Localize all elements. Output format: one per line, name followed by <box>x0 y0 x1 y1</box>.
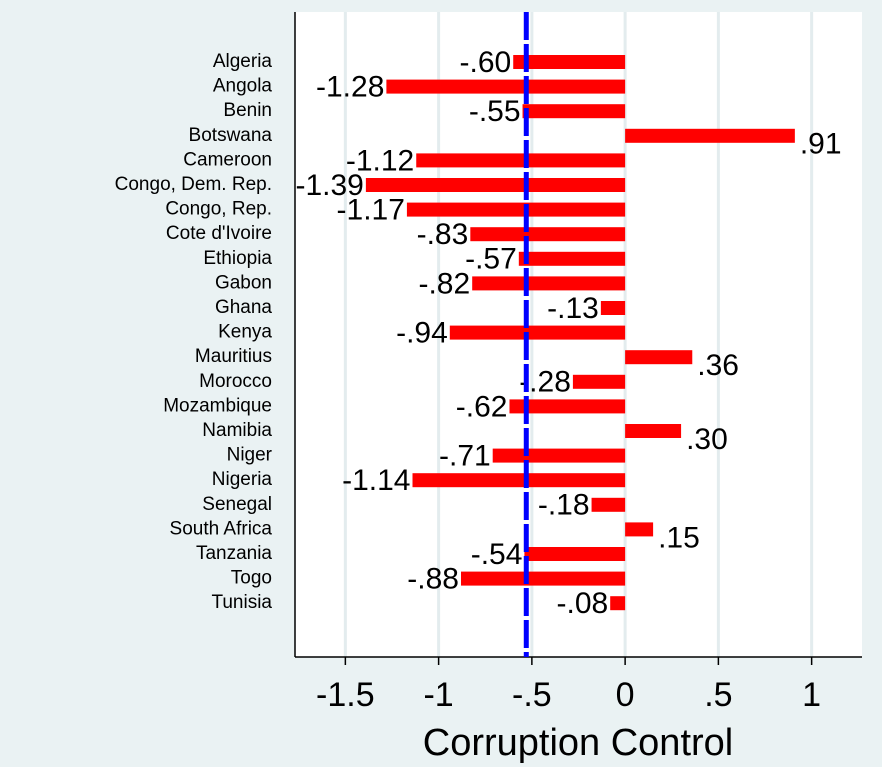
value-label: -.71 <box>439 440 491 473</box>
y-tick-label: Gabon <box>215 272 272 293</box>
bar <box>610 596 626 611</box>
bar <box>572 374 626 389</box>
bar <box>513 55 626 69</box>
bar <box>449 325 626 340</box>
x-tick-label: 0 <box>616 676 635 714</box>
value-label: -1.28 <box>316 71 384 104</box>
bar <box>625 350 693 365</box>
y-tick-label: South Africa <box>170 518 273 539</box>
bar <box>524 547 626 561</box>
value-label: -.13 <box>547 292 599 325</box>
y-tick-label: Cote d'Ivoire <box>166 223 272 244</box>
y-tick-label: Mozambique <box>163 395 272 416</box>
bar <box>416 153 626 168</box>
bar <box>509 399 626 414</box>
y-tick-label: Angola <box>213 76 273 97</box>
bar <box>492 448 626 463</box>
y-tick-label: Ghana <box>215 297 272 318</box>
y-tick-label: Algeria <box>213 51 273 72</box>
value-label: -1.14 <box>342 464 410 497</box>
bar <box>472 276 626 291</box>
x-tick-label: -1 <box>423 676 453 714</box>
x-tick-label: -.5 <box>512 676 552 714</box>
bar <box>591 497 626 512</box>
value-label: -1.39 <box>295 169 363 202</box>
y-tick-label: Ethiopia <box>203 248 272 269</box>
value-label: -1.17 <box>337 194 405 227</box>
bar <box>522 104 626 119</box>
value-label: -.18 <box>538 489 590 522</box>
x-tick-label: -1.5 <box>316 676 375 714</box>
y-tick-label: Congo, Dem. Rep. <box>115 174 272 195</box>
value-label: -.08 <box>557 587 609 620</box>
value-label: -.82 <box>418 267 470 300</box>
value-label: .91 <box>800 128 842 161</box>
bar <box>365 178 626 192</box>
x-tick-label: .5 <box>704 676 732 714</box>
bar <box>625 424 682 438</box>
value-label: -.57 <box>465 243 517 276</box>
y-tick-label: Benin <box>223 100 272 121</box>
value-label: -1.12 <box>346 144 414 177</box>
value-label: .30 <box>686 423 728 456</box>
value-label: .15 <box>658 521 700 554</box>
value-label: -.60 <box>460 46 512 79</box>
bar <box>625 522 654 537</box>
y-tick-label: Botswana <box>189 125 273 146</box>
bar <box>600 301 626 315</box>
bar <box>625 128 795 143</box>
bar <box>406 202 626 217</box>
bar <box>460 571 626 586</box>
x-axis-title: Corruption Control <box>423 722 733 764</box>
y-tick-label: Tunisia <box>211 592 272 613</box>
y-tick-label: Congo, Rep. <box>165 199 272 220</box>
y-tick-label: Cameroon <box>183 149 272 170</box>
y-tick-label: Namibia <box>202 420 272 441</box>
y-tick-label: Morocco <box>199 371 272 392</box>
value-label: -.55 <box>469 95 521 128</box>
y-tick-label: Kenya <box>218 322 272 343</box>
value-label: -.88 <box>407 563 459 596</box>
y-tick-label: Mauritius <box>195 346 272 367</box>
value-label: .36 <box>697 349 739 382</box>
x-tick-label: 1 <box>802 676 821 714</box>
y-tick-label: Niger <box>227 445 273 466</box>
y-tick-label: Togo <box>231 568 272 589</box>
bar <box>470 227 626 242</box>
bar <box>518 251 626 266</box>
bar <box>412 473 626 488</box>
value-label: -.62 <box>456 390 508 423</box>
y-tick-label: Nigeria <box>212 469 273 490</box>
y-tick-label: Tanzania <box>196 543 272 564</box>
value-label: -.54 <box>471 538 523 571</box>
value-label: -.94 <box>396 317 448 350</box>
bar <box>386 79 626 94</box>
y-tick-label: Senegal <box>202 494 272 515</box>
value-label: -.83 <box>417 218 469 251</box>
